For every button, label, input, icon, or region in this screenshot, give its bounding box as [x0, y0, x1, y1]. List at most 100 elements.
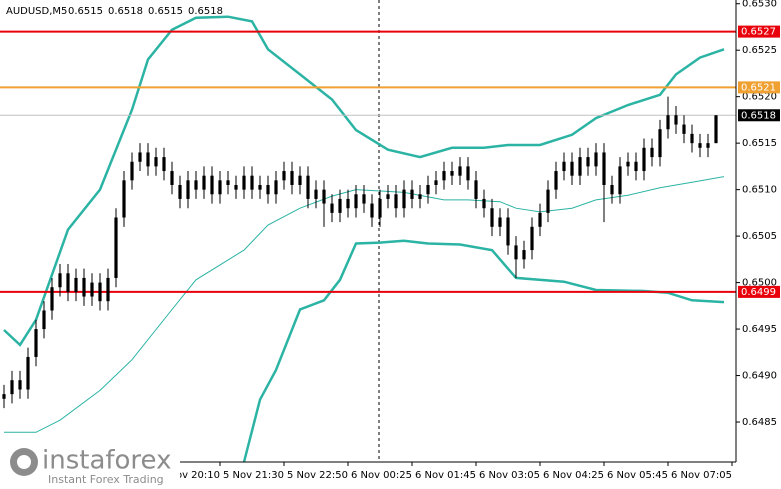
candle-body	[226, 180, 230, 185]
candle-body	[186, 180, 190, 199]
candle-body	[714, 115, 718, 144]
candle-body	[410, 189, 414, 199]
candle-body	[98, 282, 102, 302]
candle-body	[10, 380, 14, 395]
candle-body	[586, 157, 590, 167]
candle-body	[370, 203, 374, 218]
candle-body	[282, 171, 286, 181]
candle-body	[490, 208, 494, 227]
last-price-box	[738, 109, 780, 122]
candle-body	[90, 282, 94, 297]
logo	[17, 455, 31, 469]
candle-body	[618, 166, 622, 195]
brand: instaforex	[42, 446, 171, 476]
candle-body	[194, 180, 198, 190]
y-tick-label: 0.6505	[742, 231, 777, 242]
candle-body	[250, 175, 254, 190]
y-tick-label: 0.6515	[742, 138, 777, 149]
candle-body	[474, 180, 478, 199]
candle-body	[386, 194, 390, 199]
candle-body	[658, 129, 662, 158]
candle-body	[338, 198, 342, 213]
candle-body	[610, 184, 614, 195]
y-axis: 0.6530 0.6525 0.6520 0.6515 0.6510 0.6505 0.65…	[736, 0, 780, 428]
candle-body	[306, 175, 310, 199]
candle-body	[202, 175, 206, 190]
candle-body	[570, 161, 574, 176]
candle-body	[122, 180, 126, 218]
candle-body	[154, 157, 158, 167]
x-tick-label: 6 Nov 00:25	[351, 470, 412, 481]
candle-body	[626, 161, 630, 167]
candle-body	[666, 115, 670, 130]
candle-body	[522, 250, 526, 260]
candle-body	[362, 194, 366, 204]
candle-body	[314, 189, 318, 199]
candle-body	[482, 198, 486, 209]
candle-body	[330, 203, 334, 213]
candle-body	[178, 184, 182, 199]
y-tick-label: 0.6520	[742, 92, 777, 103]
candle-body	[394, 194, 398, 209]
level-label-box	[738, 285, 780, 298]
symbol: AUDUSD,M5	[6, 6, 67, 17]
candle-body	[346, 198, 350, 209]
x-tick-label: 6 Nov 04:25	[543, 470, 604, 481]
candle-body	[458, 166, 462, 176]
y-tick-label: 0.6490	[742, 371, 777, 382]
candle-body	[426, 184, 430, 195]
candle-body	[690, 133, 694, 144]
candle-body	[234, 184, 238, 190]
candle-body	[50, 287, 54, 311]
candle-body	[114, 217, 118, 278]
candle-body	[498, 217, 502, 227]
candle-body	[434, 180, 438, 185]
candle-body	[170, 171, 174, 185]
candle-body	[218, 180, 222, 195]
candle-body	[146, 152, 150, 167]
candle-body	[42, 310, 46, 330]
candle-body	[674, 115, 678, 125]
y-tick-label: 0.6500	[742, 278, 777, 289]
candle-body	[418, 194, 422, 199]
candle-body	[74, 277, 78, 292]
ohlc-open: 0.6515	[68, 6, 103, 17]
y-tick-label: 0.6495	[742, 324, 777, 335]
ohlc-close: 0.6518	[188, 6, 223, 17]
candle-body	[34, 329, 38, 357]
ohlc-high: 0.6518	[108, 6, 143, 17]
plot	[0, 15, 736, 463]
candle-body	[290, 171, 294, 185]
x-tick-label: 5 Nov 21:30	[223, 470, 284, 481]
x-tick-label: 6 Nov 05:45	[607, 470, 668, 481]
candle-body	[378, 198, 382, 218]
y-tick-label: 0.6510	[742, 185, 777, 196]
last-price-label: 0.6518	[741, 110, 776, 121]
candle-body	[698, 143, 702, 148]
candle-body	[554, 171, 558, 190]
candle-body	[266, 184, 270, 195]
y-tick-label: 0.6530	[742, 0, 777, 10]
candle-body	[594, 152, 598, 167]
candle-body	[562, 161, 566, 172]
level-label: 0.6527	[741, 27, 776, 38]
candle-body	[506, 217, 510, 246]
x-tick-label: 6 Nov 07:05	[671, 470, 732, 481]
candle-body	[210, 175, 214, 195]
candle-body	[138, 152, 142, 162]
candle-body	[162, 157, 166, 172]
candle-body	[106, 277, 110, 302]
x-tick-label: 6 Nov 01:45	[415, 470, 476, 481]
candle-body	[274, 180, 278, 195]
candle-body	[130, 161, 134, 181]
x-tick-label: 6 Nov 03:05	[479, 470, 540, 481]
level-label-box	[738, 81, 780, 94]
level-label: 0.6499	[741, 287, 776, 298]
candle-body	[450, 171, 454, 176]
candle-body	[58, 273, 62, 288]
candle-body	[514, 245, 518, 260]
candle-body	[546, 189, 550, 213]
candle-body	[650, 147, 654, 158]
